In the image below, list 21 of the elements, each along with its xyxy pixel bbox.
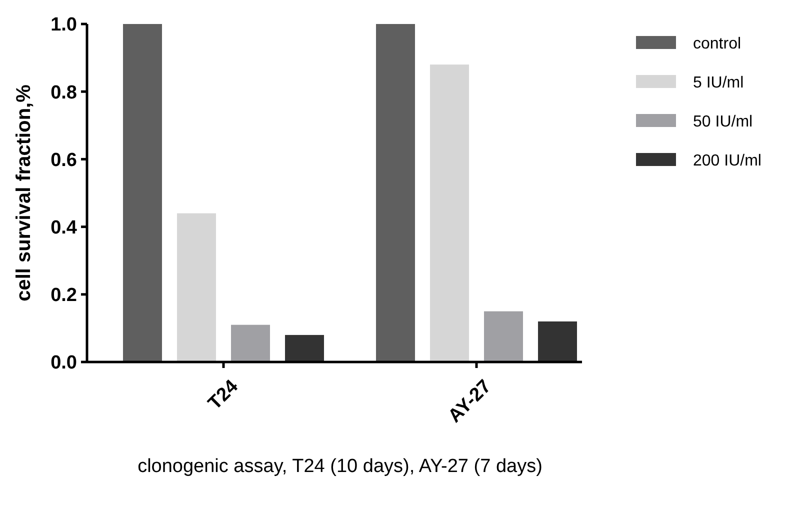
bar xyxy=(123,24,162,362)
y-tick-label: 1.0 xyxy=(50,14,77,36)
legend-label: 5 IU/ml xyxy=(693,74,744,92)
x-axis-title: clonogenic assay, T24 (10 days), AY-27 (7 days) xyxy=(138,456,542,477)
bar xyxy=(177,213,216,362)
y-tick-label: 0.0 xyxy=(50,352,77,374)
bar xyxy=(376,24,415,362)
bar xyxy=(285,334,324,362)
legend-label: 50 IU/ml xyxy=(693,114,753,131)
y-axis-title: cell survival fraction,% xyxy=(13,84,35,302)
legend-label: 200 IU/ml xyxy=(693,152,762,170)
bar xyxy=(538,321,577,362)
bar xyxy=(231,324,270,362)
y-tick-label: 0.4 xyxy=(50,217,78,238)
legend-label: control xyxy=(693,36,742,53)
bar xyxy=(484,311,523,362)
bar xyxy=(430,64,469,362)
y-tick-label: 0.8 xyxy=(50,82,77,104)
x-tick-label: T24 xyxy=(204,376,243,414)
y-tick-label: 0.2 xyxy=(50,285,77,306)
y-tick-label: 0.6 xyxy=(50,150,77,171)
